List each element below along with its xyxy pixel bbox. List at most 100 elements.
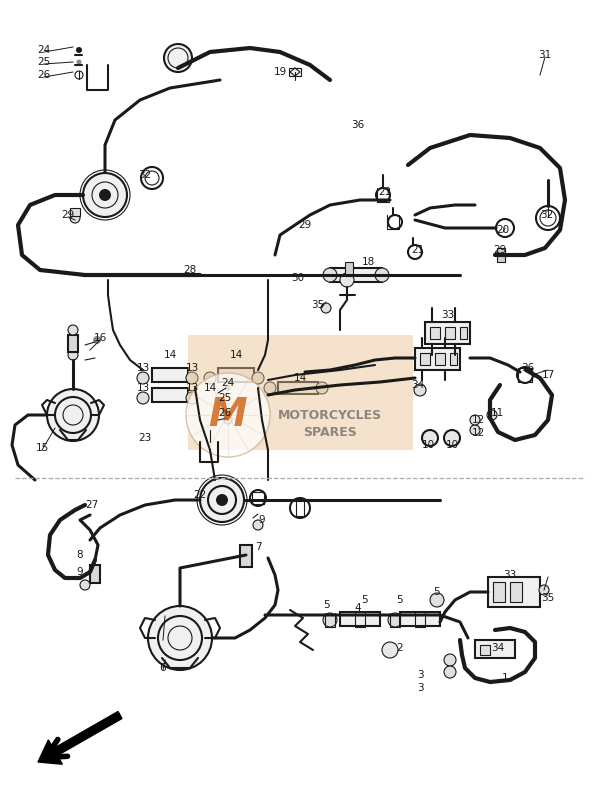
- Circle shape: [80, 580, 90, 590]
- Text: 12: 12: [472, 415, 485, 425]
- Text: 36: 36: [352, 120, 365, 130]
- Circle shape: [216, 494, 228, 506]
- Text: 10: 10: [445, 440, 458, 450]
- Text: 5: 5: [434, 587, 440, 597]
- Text: 17: 17: [541, 370, 554, 380]
- Bar: [430, 327, 440, 339]
- Text: 23: 23: [139, 433, 152, 443]
- Circle shape: [252, 372, 264, 384]
- Circle shape: [204, 372, 216, 384]
- Text: 35: 35: [541, 593, 554, 603]
- Text: 10: 10: [421, 440, 434, 450]
- Text: 7: 7: [254, 542, 262, 552]
- Circle shape: [164, 44, 192, 72]
- Text: 29: 29: [493, 245, 506, 255]
- Bar: [400, 612, 440, 626]
- Text: 26: 26: [218, 408, 232, 418]
- Bar: [70, 208, 80, 216]
- Text: 32: 32: [541, 210, 554, 220]
- Text: 13: 13: [185, 383, 199, 393]
- Text: 22: 22: [193, 490, 206, 500]
- Bar: [475, 640, 515, 658]
- Text: 6: 6: [160, 663, 166, 673]
- Circle shape: [323, 613, 337, 627]
- Bar: [68, 335, 78, 352]
- Circle shape: [83, 173, 127, 217]
- Text: 26: 26: [37, 70, 50, 80]
- Circle shape: [68, 325, 78, 335]
- Bar: [510, 582, 522, 602]
- Text: 35: 35: [311, 300, 325, 310]
- Text: 11: 11: [490, 408, 503, 418]
- Bar: [345, 262, 353, 276]
- Circle shape: [47, 389, 99, 441]
- Bar: [330, 268, 382, 282]
- Bar: [420, 353, 430, 365]
- Text: 27: 27: [85, 500, 98, 510]
- Text: 30: 30: [292, 273, 305, 283]
- Text: 14: 14: [229, 350, 242, 360]
- Text: 1: 1: [502, 673, 508, 683]
- Bar: [90, 565, 100, 583]
- Text: 2: 2: [397, 643, 403, 653]
- Bar: [435, 353, 445, 365]
- FancyBboxPatch shape: [188, 335, 413, 450]
- Bar: [460, 327, 467, 339]
- Text: 36: 36: [521, 363, 535, 373]
- Circle shape: [539, 585, 549, 595]
- Circle shape: [382, 642, 398, 658]
- Text: 32: 32: [139, 170, 152, 180]
- Text: 13: 13: [185, 363, 199, 373]
- Bar: [450, 353, 457, 365]
- Circle shape: [70, 213, 80, 223]
- Circle shape: [76, 47, 82, 53]
- Text: 25: 25: [218, 393, 232, 403]
- Bar: [278, 382, 318, 394]
- Circle shape: [340, 273, 354, 287]
- Text: SPARES: SPARES: [303, 425, 357, 439]
- Text: 29: 29: [298, 220, 311, 230]
- Circle shape: [186, 392, 198, 404]
- Text: M: M: [209, 396, 247, 434]
- Circle shape: [316, 382, 328, 394]
- FancyArrow shape: [38, 712, 122, 764]
- Text: 33: 33: [442, 310, 455, 320]
- Circle shape: [77, 60, 82, 64]
- Text: 3: 3: [416, 670, 424, 680]
- Text: 8: 8: [77, 550, 83, 560]
- Text: 20: 20: [496, 225, 509, 235]
- Circle shape: [444, 666, 456, 678]
- Circle shape: [200, 478, 244, 522]
- Text: 14: 14: [293, 373, 307, 383]
- Circle shape: [388, 613, 402, 627]
- Circle shape: [444, 654, 456, 666]
- Circle shape: [68, 350, 78, 360]
- Circle shape: [375, 268, 389, 282]
- Text: 3: 3: [416, 683, 424, 693]
- Bar: [493, 582, 505, 602]
- Bar: [480, 645, 490, 655]
- Bar: [152, 368, 188, 382]
- Circle shape: [137, 392, 149, 404]
- Text: 21: 21: [412, 245, 425, 255]
- Circle shape: [470, 425, 480, 435]
- Text: 24: 24: [221, 378, 235, 388]
- Circle shape: [444, 430, 460, 446]
- Circle shape: [137, 372, 149, 384]
- Bar: [488, 577, 540, 607]
- Circle shape: [148, 606, 212, 670]
- Text: MOTORCYCLES: MOTORCYCLES: [278, 409, 382, 421]
- Circle shape: [220, 403, 224, 407]
- Text: 4: 4: [355, 603, 361, 613]
- Text: 18: 18: [361, 257, 374, 267]
- Circle shape: [253, 520, 263, 530]
- Text: 5: 5: [397, 595, 403, 605]
- Text: 19: 19: [274, 67, 287, 77]
- Bar: [425, 322, 470, 344]
- Text: 13: 13: [136, 383, 149, 393]
- Text: 34: 34: [491, 643, 505, 653]
- Bar: [240, 545, 252, 567]
- Text: 15: 15: [35, 443, 49, 453]
- Text: 5: 5: [362, 595, 368, 605]
- Circle shape: [413, 613, 427, 627]
